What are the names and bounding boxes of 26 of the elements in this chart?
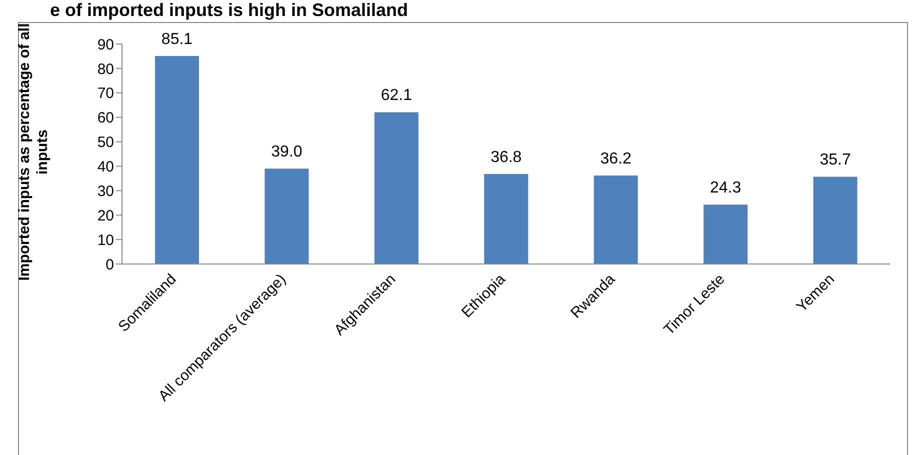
data-label: 36.2 [600,150,632,168]
bar [484,174,528,264]
data-label: 62.1 [380,87,412,104]
data-label: 36.8 [490,149,522,166]
y-tick-label: 50 [97,134,114,152]
bar [264,168,309,264]
y-tick-label: 40 [97,158,114,176]
bar [594,176,638,264]
y-tick-label: 30 [97,182,114,200]
data-label: 85.1 [161,30,193,48]
data-label: 35.7 [820,152,851,169]
y-tick-label: 80 [97,60,114,78]
data-label: 39.0 [271,144,302,161]
y-tick-label: 70 [97,85,114,102]
data-label: 24.3 [710,180,742,197]
bar [813,176,858,264]
y-tick-label: 60 [97,110,114,127]
bar [374,112,418,264]
y-axis-title: Imported inputs as percentage of all inputs [16,23,51,281]
chart-title: e of imported inputs is high in Somaliland [50,0,408,21]
bar [704,204,748,264]
bar [155,56,199,264]
y-tick-label: 10 [97,232,114,249]
y-tick-label: 20 [97,207,114,224]
y-tick-label: 90 [97,36,114,54]
y-tick-label: 0 [106,256,114,274]
